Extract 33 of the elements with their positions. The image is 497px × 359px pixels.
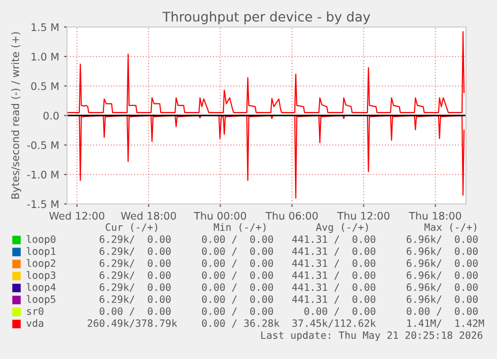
text: 6.29k/ 0.00 0.00 / 0.00 441.31 / 0.00 6.96k/ 0.00 [100, 259, 478, 268]
y-tick-label: 1.0 M [32, 52, 58, 61]
x-tick-label: Wed 12:00 [49, 212, 104, 220]
legend-label: sr0 [27, 307, 44, 315]
text: 6.29k/ 0.00 0.00 / 0.00 441.31 / 0.00 6.96k/ 0.00 [100, 271, 478, 280]
legend-label: loop2 [26, 259, 56, 269]
y-tick-label: 0.0 [43, 112, 59, 120]
text: 6.29k/ 0.00 0.00 / 0.00 441.31 / 0.00 6.96k/ 0.00 [100, 283, 478, 292]
x-tick-label: Thu 00:00 [194, 212, 246, 220]
text: 6.29k/ 0.00 0.00 / 0.00 441.31 / 0.00 6.96k/ 0.00 [100, 247, 478, 256]
x-tick-label: Wed 18:00 [120, 212, 176, 220]
y-tick-label: -0.5 M [27, 141, 58, 150]
chart-title: Throughput per device - by day [162, 11, 370, 24]
y-axis-title: Bytes/second read (-) / write (+) [11, 32, 22, 199]
text: 6.29k/ 0.00 0.00 / 0.00 441.31 / 0.00 6.96k/ 0.00 [100, 295, 478, 304]
text: Cur (-/+) Min (-/+) Avg (-/+) Max (-/+) [106, 223, 476, 233]
text: 260.49k/378.79k 0.00 / 36.28k 37.45k/112.62k 1.41M/ 1.42M [88, 319, 484, 328]
y-tick-label: -1.5 M [27, 200, 58, 208]
legend-label: loop4 [26, 283, 56, 293]
y-tick-label: 1.5 M [32, 23, 58, 32]
legend-label: vda [26, 319, 44, 327]
x-tick-label: Thu 12:00 [337, 212, 390, 220]
text: 6.29k/ 0.00 0.00 / 0.00 441.31 / 0.00 6.96k/ 0.00 [100, 235, 478, 244]
text: 0.00 / 0.00 0.00 / 0.00 0.00 / 0.00 0.00 / 0.00 [100, 307, 478, 316]
legend-label: loop1 [26, 247, 56, 257]
legend-label: loop0 [26, 235, 56, 245]
legend-label: loop5 [26, 295, 56, 305]
y-tick-label: 0.5 M [31, 82, 58, 90]
text: Last update: Thu May 21 20:25:18 2026 [261, 331, 482, 341]
y-tick-label: -1.0 M [27, 170, 58, 179]
legend-label: loop3 [26, 271, 56, 281]
x-tick-label: Thu 18:00 [408, 212, 462, 220]
x-tick-label: Thu 06:00 [266, 212, 318, 220]
